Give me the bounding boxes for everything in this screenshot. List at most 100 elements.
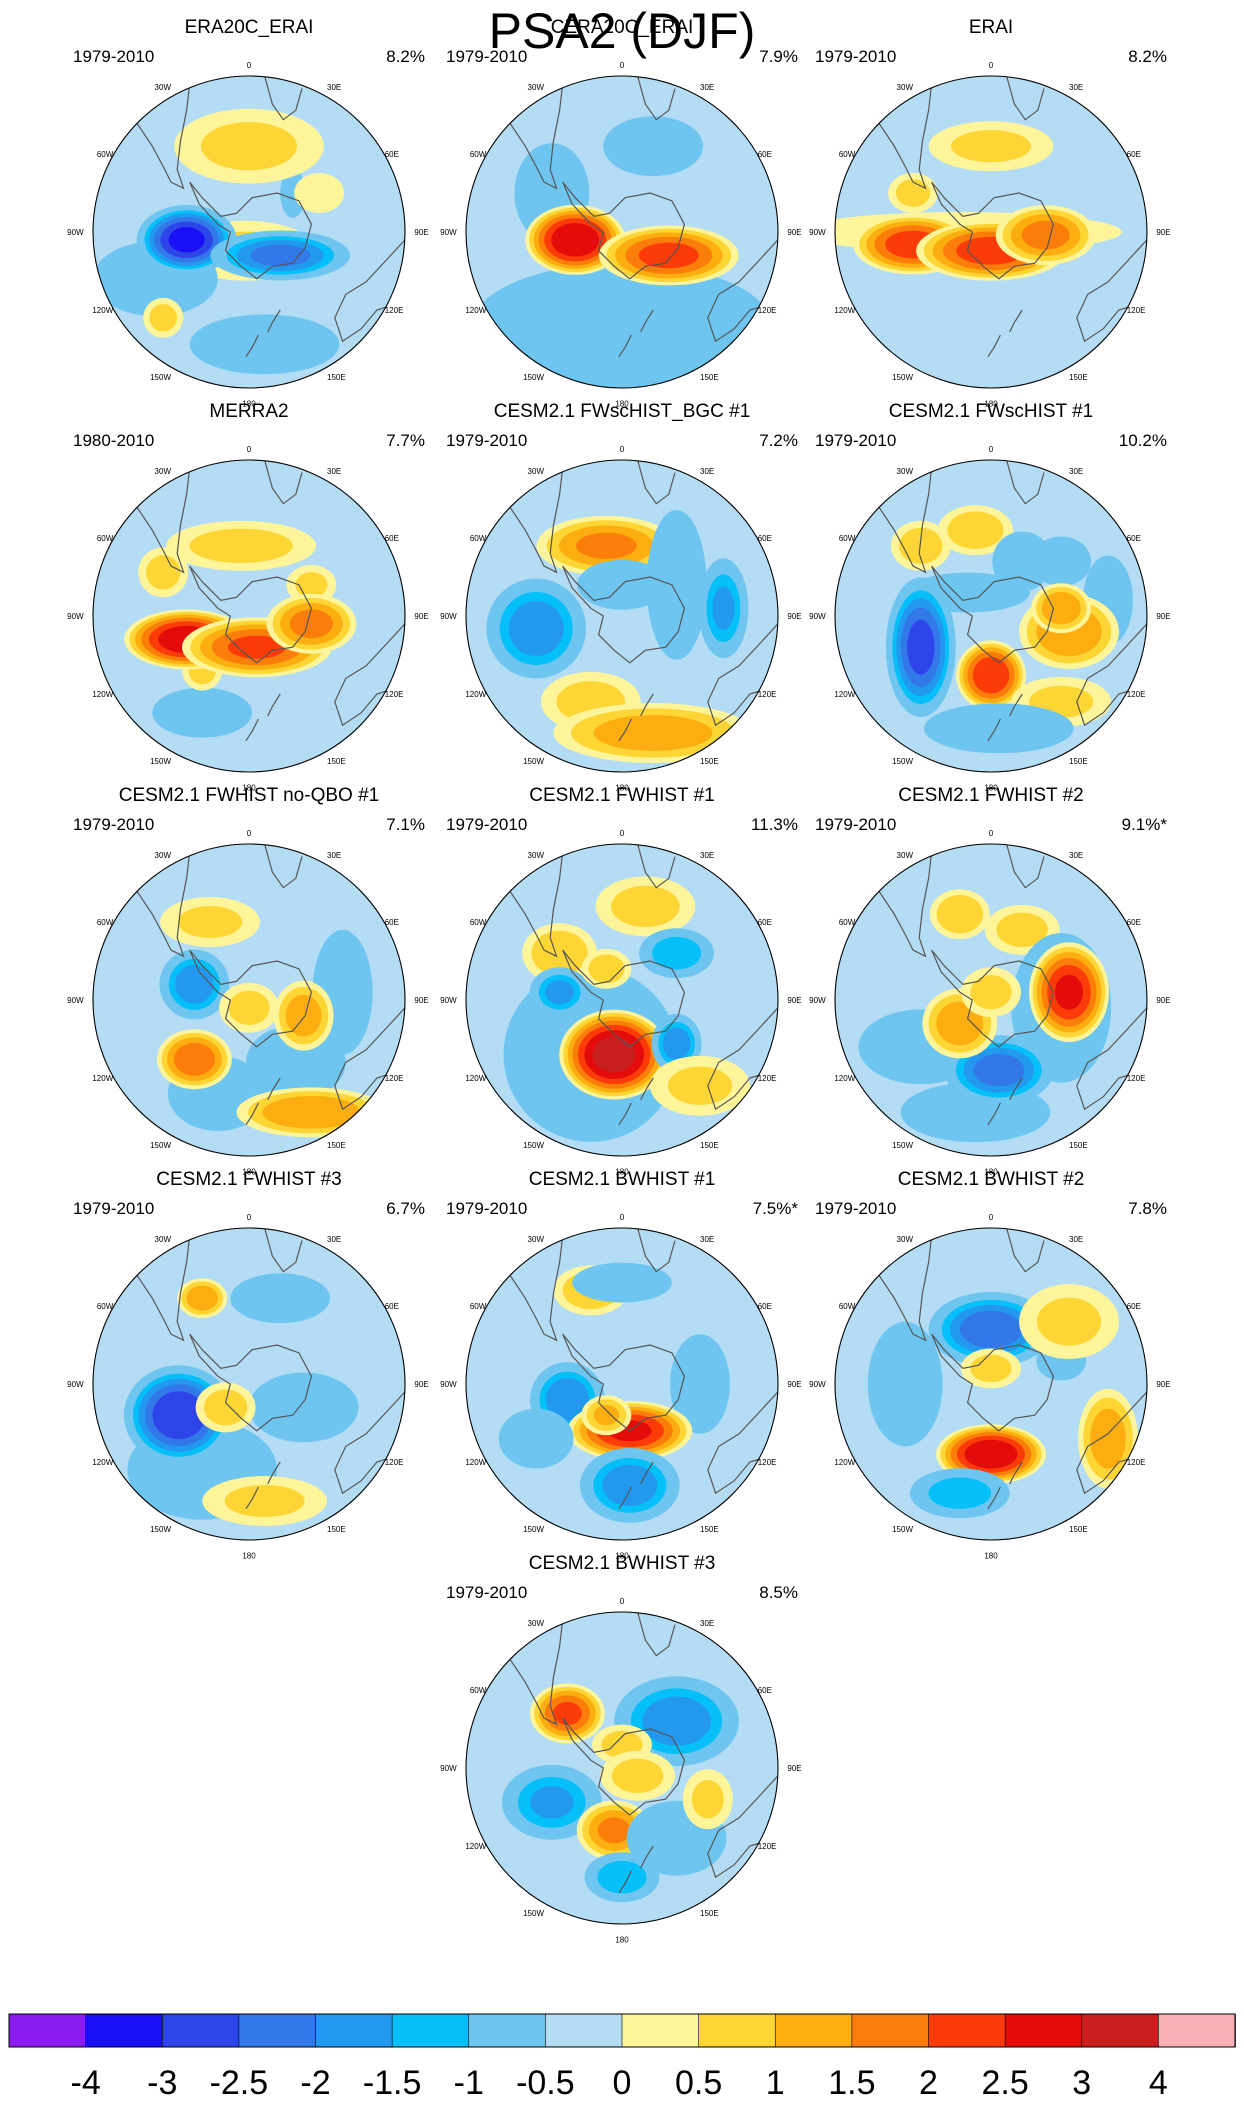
anomaly-center: [177, 1278, 228, 1319]
longitude-label: 60W: [470, 1686, 487, 1695]
longitude-label: 60E: [1127, 1302, 1141, 1311]
anomaly-center: [152, 687, 253, 738]
colorbar-tick-label: 1.5: [828, 2064, 875, 2102]
panel-period: 1979-2010: [446, 1199, 527, 1218]
longitude-label: 60W: [839, 1302, 856, 1311]
new-zealand-coastline: [618, 718, 632, 742]
longitude-label: 30W: [155, 467, 172, 476]
coastlines: [496, 76, 778, 358]
contour-level: [617, 124, 690, 168]
anomaly-center: [929, 889, 990, 940]
longitude-label: 150E: [700, 373, 719, 382]
anomaly-center: [603, 116, 704, 177]
contour-level: [551, 223, 600, 257]
contour-field: [466, 76, 778, 388]
panel-period: 1979-2010: [446, 431, 527, 450]
panel-variance: 7.8%: [1128, 1199, 1167, 1218]
figure-title: PSA2 (DJF): [489, 3, 756, 59]
longitude-label: 30E: [327, 851, 341, 860]
longitude-label: 30E: [1069, 467, 1083, 476]
anomaly-center: [600, 1750, 676, 1801]
longitude-label: 90E: [414, 228, 428, 237]
anomaly-center: [943, 1035, 1054, 1106]
colorbar-swatch: [774, 2013, 853, 2048]
anomaly-center: [159, 949, 230, 1020]
africa-coastline: [1006, 460, 1045, 505]
panel-period: 1979-2010: [815, 47, 896, 66]
panel-title: CESM2.1 BWHIST #1: [529, 1169, 716, 1190]
contour-level: [592, 1036, 636, 1073]
australia-coastline: [1076, 1391, 1147, 1495]
australia-coastline: [707, 623, 778, 727]
anomaly-center: [646, 509, 707, 660]
longitude-label: 120E: [758, 690, 777, 699]
panel-title: CESM2.1 FWHIST no-QBO #1: [119, 785, 379, 806]
panel-variance: 6.7%: [386, 1199, 425, 1218]
anomaly-center: [156, 1029, 232, 1090]
contour-level: [593, 715, 713, 751]
longitude-label: 150E: [327, 1525, 346, 1534]
colorbar-tick-label: 2.5: [981, 2064, 1028, 2102]
anomaly-center: [956, 640, 1026, 711]
contour-level: [177, 905, 243, 939]
anomaly-center: [867, 1321, 943, 1447]
longitude-label: 30E: [1069, 83, 1083, 92]
new-zealand-coastline: [640, 693, 654, 717]
coastlines: [865, 76, 1147, 358]
longitude-label: 0: [620, 1597, 625, 1606]
longitude-label: 180: [984, 1552, 998, 1561]
longitude-label: 0: [620, 1213, 625, 1222]
anomaly-center: [1019, 1284, 1119, 1360]
coastlines: [123, 1228, 405, 1510]
contour-level: [593, 1405, 620, 1426]
contour-field: [466, 1612, 778, 1924]
longitude-label: 150E: [327, 757, 346, 766]
colorbar-swatch: [238, 2013, 317, 2048]
contour-level: [170, 696, 235, 729]
anomaly-center: [670, 1334, 730, 1434]
contour-level: [960, 1310, 1022, 1348]
longitude-label: 30W: [528, 1619, 545, 1628]
contour-level: [227, 635, 286, 659]
colorbar-tick-label: -1: [454, 2064, 484, 2102]
map-panel: 0 30E 60E 90E 120E 150E 180 150W 120W 90W 60W 30W CE…: [67, 1169, 428, 1561]
south-america-coastline: [496, 851, 564, 958]
panel-variance: 7.5%*: [753, 1199, 799, 1218]
longitude-label: 30W: [155, 1235, 172, 1244]
anomaly-center: [698, 558, 749, 659]
africa-coastline: [264, 844, 303, 889]
longitude-label: 120W: [92, 1458, 113, 1467]
longitude-label: 30W: [155, 851, 172, 860]
map-panel: 0 30E 60E 90E 120E 150E 180 150W 120W 90W 60W 30W CE…: [809, 401, 1170, 793]
panel-title: CESM2.1 FWHIST #3: [156, 1169, 341, 1190]
contour-field: [835, 844, 1147, 1156]
anomaly-center: [581, 1395, 632, 1436]
longitude-label: 60E: [1127, 918, 1141, 927]
panel-variance: 9.1%*: [1122, 815, 1168, 834]
longitude-label: 180: [984, 400, 998, 409]
coastlines: [865, 844, 1147, 1126]
anomaly-center: [501, 1764, 602, 1840]
longitude-label: 90E: [787, 1764, 801, 1773]
longitude-label: 120E: [385, 690, 404, 699]
longitude-label: 150E: [327, 373, 346, 382]
map-panel: 0 30E 60E 90E 120E 150E 180 150W 120W 90W 60W 30W CE…: [440, 1553, 801, 1945]
longitude-label: 60E: [758, 1686, 772, 1695]
contour-level: [545, 1377, 590, 1422]
contour-level: [263, 1038, 328, 1087]
anomaly-center: [236, 1087, 387, 1138]
map-boundary: [465, 1611, 779, 1925]
colorbar-swatch: [315, 2013, 393, 2048]
africa-coastline: [1006, 76, 1045, 121]
new-zealand-coastline: [618, 334, 632, 358]
anomaly-center: [266, 593, 357, 654]
longitude-label: 150W: [892, 1525, 913, 1534]
panel-period: 1979-2010: [815, 815, 896, 834]
contour-level: [691, 1779, 724, 1819]
longitude-label: 30W: [897, 1235, 914, 1244]
panel-variance: 11.3%: [751, 815, 798, 834]
longitude-label: 30E: [327, 467, 341, 476]
contour-field: [93, 1228, 405, 1540]
longitude-label: 120W: [92, 306, 113, 315]
